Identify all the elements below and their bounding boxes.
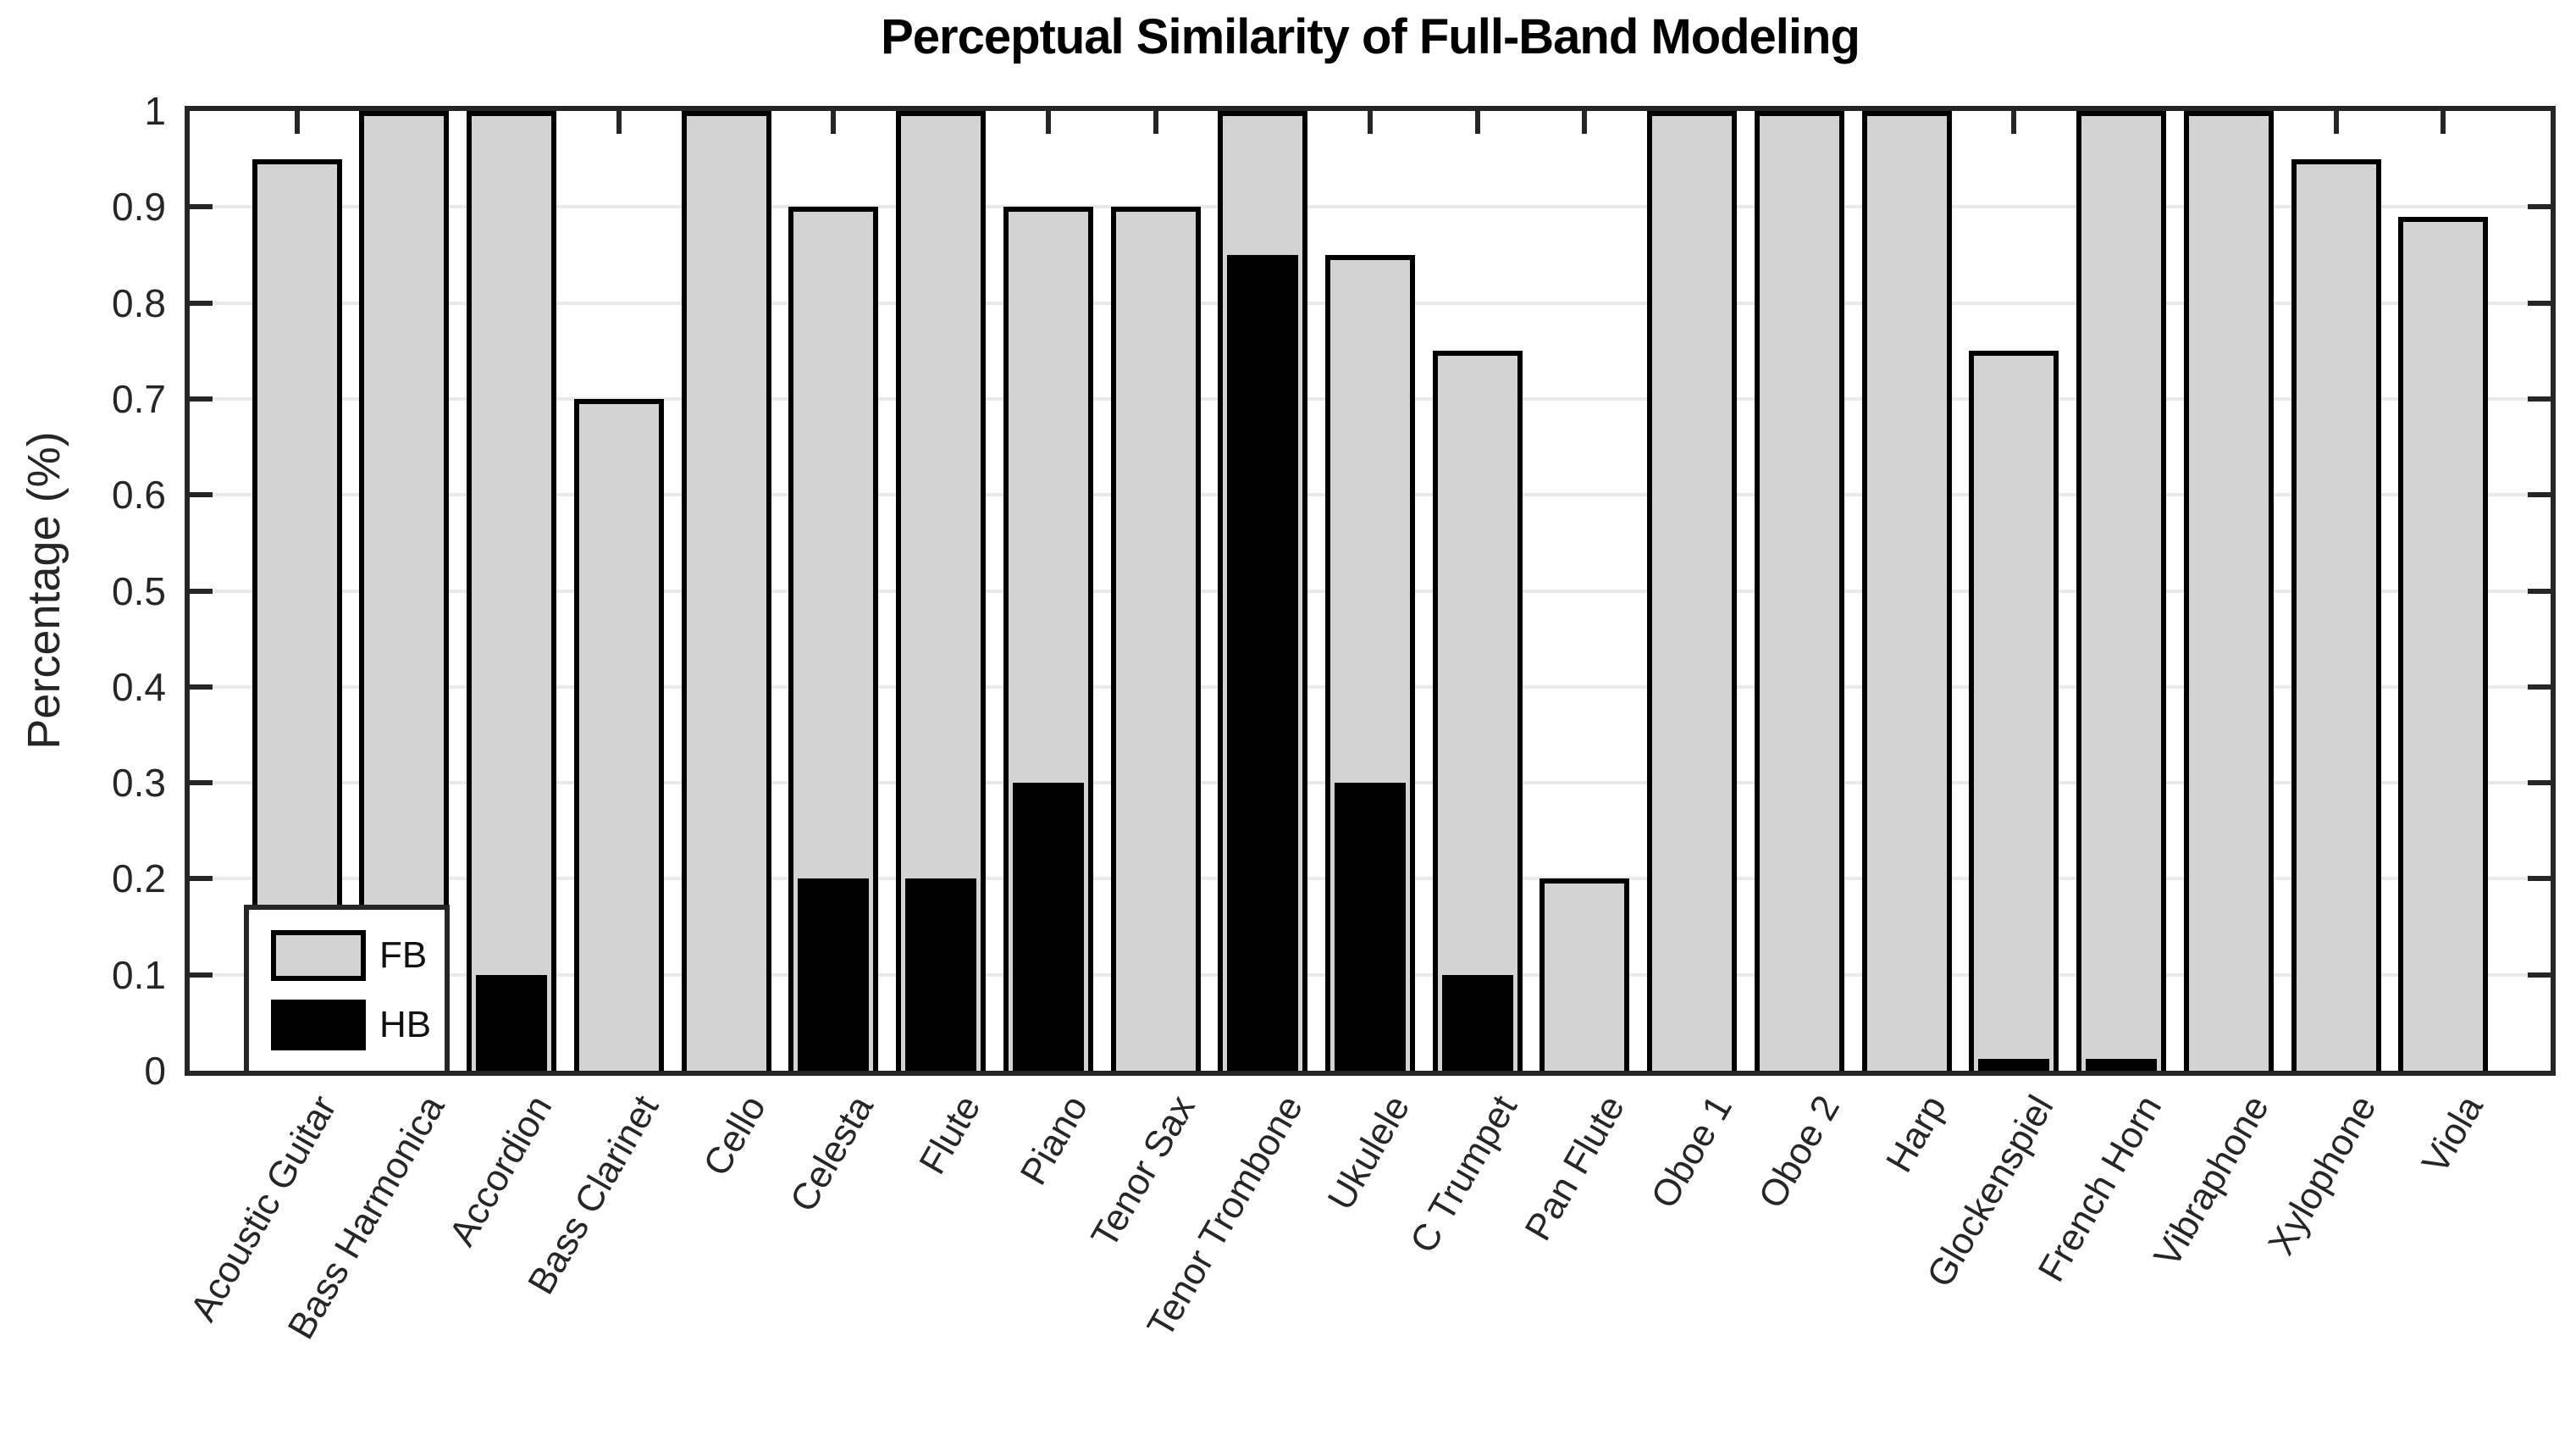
gridline (190, 205, 2551, 209)
y-tick-mark (190, 684, 213, 690)
x-tick-mark (1153, 111, 1158, 134)
x-tick-mark (1582, 111, 1588, 134)
y-tick-label: 1 (144, 89, 166, 133)
bar-hb (2086, 1059, 2158, 1071)
y-tick-label: 0.6 (112, 473, 166, 518)
bar-hb (1335, 783, 1406, 1071)
y-tick-mark (2528, 876, 2551, 882)
x-tick-label: Flute (911, 1089, 989, 1182)
bar-hb (1978, 1059, 2050, 1071)
y-tick-label: 0.5 (112, 568, 166, 613)
bar-hb (905, 878, 977, 1071)
bar-fb (681, 111, 771, 1071)
y-tick-mark (2528, 396, 2551, 402)
legend-swatch-hb (271, 1000, 366, 1050)
x-tick-label: Oboe 1 (1643, 1089, 1740, 1216)
x-tick-label: Xylophone (2259, 1089, 2385, 1262)
x-tick-label: C Trumpet (1402, 1089, 1526, 1260)
x-tick-mark (2333, 111, 2339, 134)
x-tick-label: Ukulele (1319, 1089, 1418, 1217)
y-tick-mark (190, 204, 213, 210)
x-tick-label: Cello (695, 1089, 775, 1183)
x-tick-label: Tenor Sax (1083, 1089, 1204, 1255)
x-tick-label: Pan Flute (1517, 1089, 1633, 1248)
y-tick-mark (2528, 780, 2551, 786)
y-tick-mark (2528, 300, 2551, 306)
bar-fb (1540, 878, 1630, 1071)
y-tick-label: 0.1 (112, 952, 166, 997)
x-tick-label: Celesta (782, 1089, 882, 1219)
y-tick-label: 0.2 (112, 856, 166, 901)
x-tick-mark (2011, 111, 2017, 134)
bar-fb (1647, 111, 1738, 1071)
y-tick-mark (190, 780, 213, 786)
bar-fb (1110, 207, 1201, 1071)
y-tick-label: 0.7 (112, 376, 166, 421)
x-tick-label: Vibraphone (2145, 1089, 2277, 1274)
legend-swatch-fb (271, 930, 366, 981)
y-tick-label: 0.4 (112, 664, 166, 709)
x-tick-label: Piano (1012, 1089, 1097, 1192)
x-tick-mark (2441, 111, 2446, 134)
x-tick-mark (1045, 111, 1051, 134)
bar-fb (2398, 216, 2489, 1071)
x-tick-mark (831, 111, 837, 134)
bar-fb (2291, 158, 2381, 1071)
y-tick-mark (2528, 684, 2551, 690)
bar-fb (573, 398, 664, 1071)
x-tick-mark (294, 111, 300, 134)
bar-fb (467, 111, 557, 1071)
bar-hb (798, 878, 870, 1071)
legend-label-hb: HB (379, 1004, 432, 1045)
x-tick-label: Viola (2414, 1089, 2491, 1181)
y-tick-label: 0.9 (112, 185, 166, 230)
bar-fb (2183, 111, 2274, 1071)
legend-label-fb: FB (379, 934, 428, 976)
bar-fb (1432, 351, 1523, 1071)
y-tick-mark (2528, 588, 2551, 594)
y-tick-mark (190, 396, 213, 402)
bar-fb (1861, 111, 1952, 1071)
x-tick-label: Harp (1878, 1089, 1955, 1180)
bar-hb (1012, 783, 1084, 1071)
legend-entry-hb: HB (271, 1000, 445, 1050)
bar-fb (2076, 111, 2167, 1071)
x-tick-label: Accordion (440, 1089, 560, 1253)
y-tick-mark (190, 876, 213, 882)
y-tick-mark (2528, 204, 2551, 210)
legend-entry-fb: FB (271, 930, 445, 981)
x-tick-label: Oboe 2 (1750, 1089, 1848, 1216)
bar-fb (1754, 111, 1844, 1071)
bar-fb (1969, 351, 2059, 1071)
x-tick-mark (1474, 111, 1480, 134)
y-tick-mark (190, 588, 213, 594)
y-tick-label: 0.3 (112, 761, 166, 806)
plot-area: FB HB (185, 106, 2556, 1076)
legend: FB HB (244, 905, 450, 1076)
y-tick-mark (190, 492, 213, 498)
y-tick-label: 0 (144, 1049, 166, 1093)
y-tick-mark (190, 972, 213, 978)
y-tick-mark (2528, 972, 2551, 978)
chart-title: Perceptual Similarity of Full-Band Model… (881, 9, 1860, 64)
bar-hb (476, 974, 548, 1071)
bar-hb (1227, 254, 1299, 1071)
y-tick-label: 0.8 (112, 280, 166, 325)
x-tick-mark (616, 111, 622, 134)
bar-hb (1441, 974, 1513, 1071)
x-tick-mark (1368, 111, 1373, 134)
y-tick-mark (2528, 492, 2551, 498)
y-tick-mark (190, 300, 213, 306)
